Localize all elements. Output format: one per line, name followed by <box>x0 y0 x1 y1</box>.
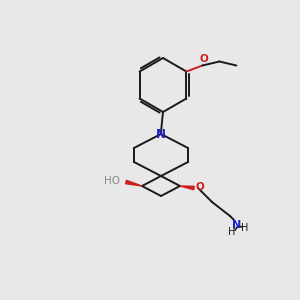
Text: H: H <box>241 223 249 233</box>
Text: H: H <box>228 227 236 237</box>
Polygon shape <box>126 180 142 186</box>
Text: O: O <box>196 182 205 192</box>
Text: O: O <box>199 55 208 64</box>
Text: N: N <box>156 128 166 140</box>
Text: HO: HO <box>104 176 120 186</box>
Text: N: N <box>232 220 242 230</box>
Polygon shape <box>180 186 194 190</box>
